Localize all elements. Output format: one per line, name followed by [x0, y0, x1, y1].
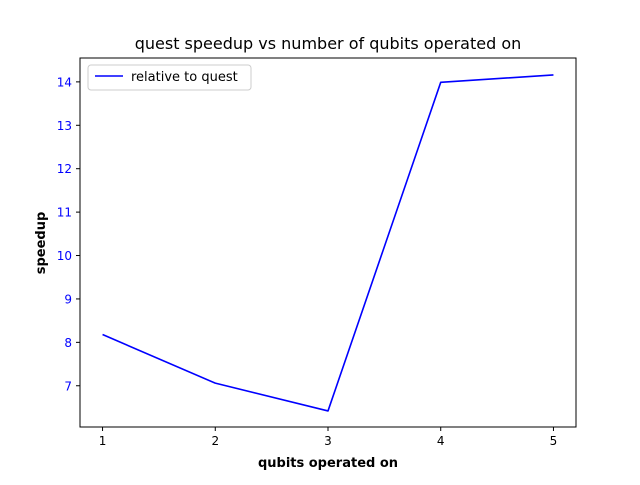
x-tick-label: 1: [99, 434, 107, 448]
y-tick-label: 11: [57, 206, 72, 220]
y-tick-label: 7: [64, 379, 72, 393]
legend-frame: [87, 64, 252, 91]
series-line-0: [102, 74, 554, 412]
axes-frame: [79, 57, 577, 428]
y-tick-label: 12: [57, 162, 72, 176]
y-tick-label: 13: [57, 119, 72, 133]
y-tick-label: 10: [57, 249, 72, 263]
x-tick-label: 4: [437, 434, 445, 448]
legend: relative to quest: [87, 64, 252, 91]
y-tick-label: 9: [64, 292, 72, 306]
x-tick-label: 3: [324, 434, 332, 448]
x-tick-label: 5: [550, 434, 558, 448]
x-axis-label: qubits operated on: [258, 456, 398, 471]
y-axis-label: speedup: [34, 212, 49, 275]
chart-title: quest speedup vs number of qubits operat…: [135, 34, 522, 53]
x-tick-label: 2: [211, 434, 219, 448]
y-tick-label: 14: [57, 75, 72, 89]
y-tick-label: 8: [64, 336, 72, 350]
legend-label: relative to quest: [131, 70, 238, 85]
